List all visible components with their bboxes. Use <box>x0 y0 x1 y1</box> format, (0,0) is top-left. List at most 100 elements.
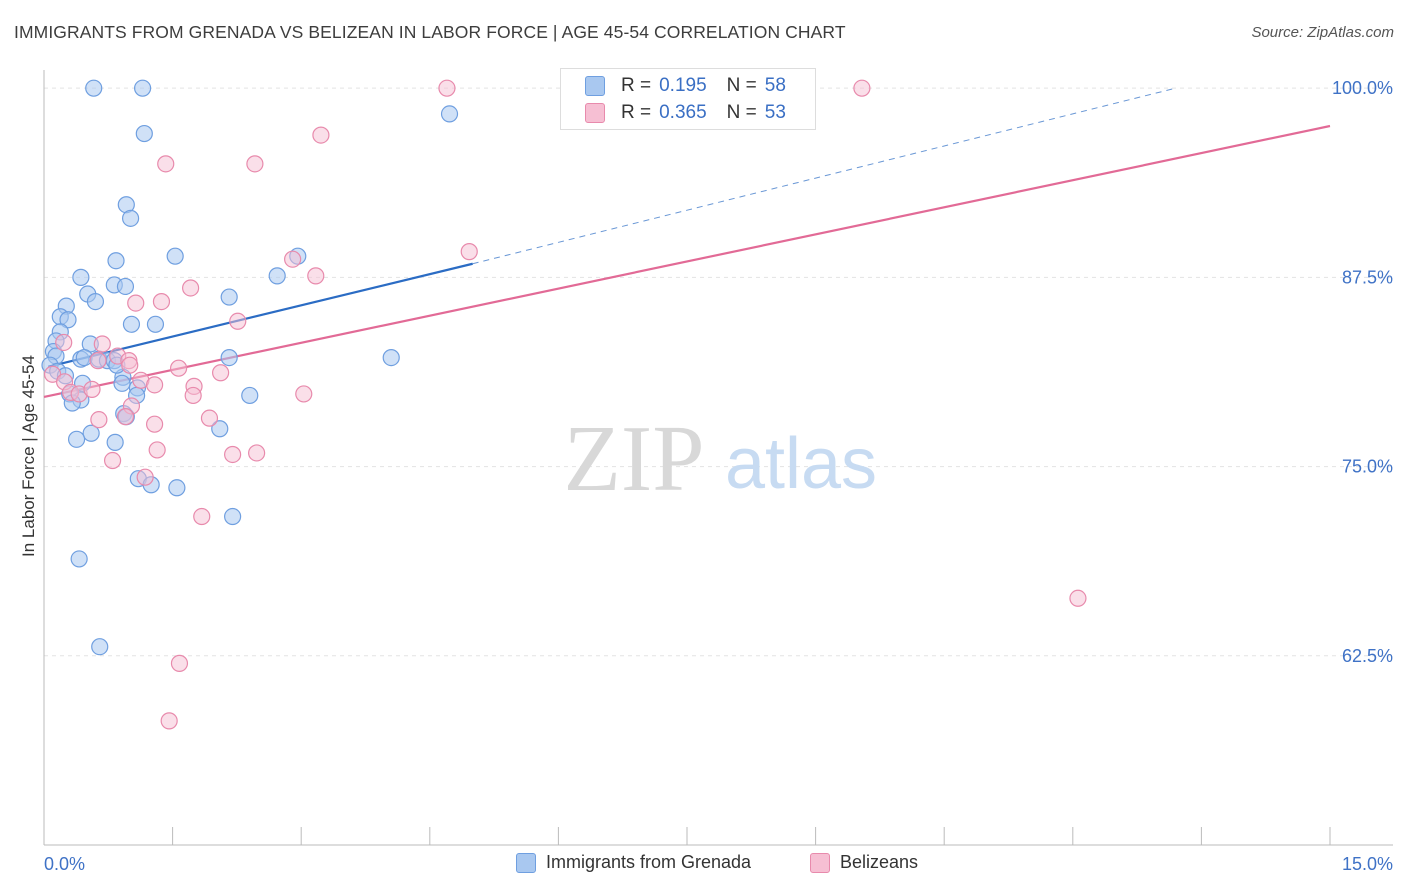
stats-swatch-pink <box>585 103 605 123</box>
data-point-belizeans <box>312 126 330 144</box>
data-point-belizeans <box>184 386 202 405</box>
data-point-belizeans <box>200 409 219 427</box>
data-point-grenada <box>116 277 135 296</box>
data-point-grenada <box>67 430 86 448</box>
data-point-belizeans <box>160 712 178 730</box>
data-point-belizeans <box>145 415 164 433</box>
data-point-belizeans <box>460 243 478 261</box>
data-point-grenada <box>211 420 229 438</box>
data-point-belizeans <box>148 441 166 459</box>
data-point-grenada <box>70 550 88 568</box>
data-point-grenada <box>133 79 152 97</box>
data-point-grenada <box>220 288 238 306</box>
data-point-belizeans <box>182 279 200 297</box>
data-point-belizeans <box>157 155 175 173</box>
data-point-belizeans <box>170 359 188 377</box>
data-point-grenada <box>135 124 153 143</box>
data-point-belizeans <box>246 155 264 173</box>
data-point-belizeans <box>145 376 164 394</box>
data-point-belizeans <box>103 451 122 470</box>
data-point-grenada <box>106 433 124 451</box>
data-point-belizeans <box>170 654 189 672</box>
stats-r-value: 0.195 <box>659 75 707 96</box>
data-point-belizeans <box>224 445 242 464</box>
data-point-grenada <box>382 348 400 367</box>
data-point-belizeans <box>853 79 871 97</box>
series-belizeans-points <box>43 79 1087 730</box>
data-point-belizeans <box>55 333 73 352</box>
y-axis-label: In Labor Force | Age 45-54 <box>19 355 38 557</box>
legend-item-belizeans[interactable]: Belizeans <box>810 852 918 873</box>
y-tick-label: 62.5% <box>1342 646 1393 666</box>
data-point-grenada <box>224 507 242 526</box>
stats-n-label: N = <box>726 75 757 96</box>
data-point-belizeans <box>438 79 456 97</box>
data-point-belizeans <box>152 292 171 311</box>
data-point-belizeans <box>83 380 101 398</box>
data-point-grenada <box>121 209 140 227</box>
data-point-belizeans <box>93 335 111 353</box>
data-point-belizeans <box>307 267 325 285</box>
gridlines <box>44 87 1393 657</box>
data-point-grenada <box>241 386 259 405</box>
stats-row-belizeans: R = 0.365 N = 53 <box>585 100 786 126</box>
data-point-grenada <box>166 247 184 265</box>
data-point-grenada <box>268 267 286 285</box>
x-tick-label-max: 15.0% <box>1342 854 1393 874</box>
trend-lines <box>43 87 1331 399</box>
data-point-belizeans <box>193 507 211 526</box>
data-point-grenada <box>72 268 90 286</box>
stats-n-value: 53 <box>764 102 786 123</box>
stats-r-label: R = <box>621 102 652 123</box>
stats-n-value: 58 <box>764 75 786 96</box>
stats-row-grenada: R = 0.195 N = 58 <box>585 73 786 99</box>
watermark-zip: ZIP <box>564 407 705 511</box>
stats-swatch-blue <box>585 76 605 96</box>
axes <box>43 70 1393 846</box>
legend-swatch-blue <box>516 852 536 873</box>
data-point-belizeans <box>90 411 108 429</box>
data-point-belizeans <box>212 364 230 382</box>
data-point-belizeans <box>229 312 247 330</box>
legend-label: Immigrants from Grenada <box>546 852 752 872</box>
legend: Immigrants from Grenada Belizeans <box>0 852 1406 878</box>
data-point-grenada <box>146 315 165 333</box>
data-point-grenada <box>440 105 459 123</box>
data-point-grenada <box>122 315 141 333</box>
data-point-belizeans <box>121 356 139 374</box>
data-point-grenada <box>113 374 131 392</box>
data-point-belizeans <box>284 250 302 268</box>
legend-swatch-pink <box>810 852 830 873</box>
data-point-belizeans <box>248 444 266 462</box>
stats-n-label: N = <box>726 102 757 123</box>
data-point-grenada <box>86 292 105 311</box>
data-point-grenada <box>220 348 238 367</box>
x-tick-label-min: 0.0% <box>44 854 85 874</box>
data-point-grenada <box>168 479 186 497</box>
watermark: ZIP atlas <box>564 407 878 511</box>
data-point-grenada <box>85 79 103 97</box>
data-point-belizeans <box>136 468 154 486</box>
data-point-grenada <box>59 311 77 329</box>
trend-line-belizeans <box>43 124 1331 399</box>
y-tick-label: 100.0% <box>1332 78 1393 98</box>
data-point-belizeans <box>295 385 313 403</box>
data-point-belizeans <box>127 294 145 312</box>
data-point-belizeans <box>1069 589 1087 607</box>
y-tick-label: 87.5% <box>1342 267 1393 287</box>
data-point-belizeans <box>116 408 135 426</box>
tick-labels: 62.5% 75.0% 87.5% 100.0% 0.0% 15.0% <box>44 78 1393 874</box>
legend-label: Belizeans <box>840 852 919 872</box>
data-point-grenada <box>107 252 125 270</box>
chart-title: IMMIGRANTS FROM GRENADA VS BELIZEAN IN L… <box>14 22 846 42</box>
stats-r-label: R = <box>621 75 652 96</box>
y-tick-label: 75.0% <box>1342 457 1393 477</box>
stats-legend: R = 0.195 N = 58 R = 0.365 N = 53 <box>560 68 816 130</box>
source-credit: Source: ZipAtlas.com <box>1251 24 1394 41</box>
data-point-grenada <box>91 638 109 656</box>
legend-item-grenada[interactable]: Immigrants from Grenada <box>516 852 751 873</box>
watermark-atlas: atlas <box>725 424 877 504</box>
data-point-grenada <box>82 424 100 442</box>
stats-r-value: 0.365 <box>659 102 707 123</box>
